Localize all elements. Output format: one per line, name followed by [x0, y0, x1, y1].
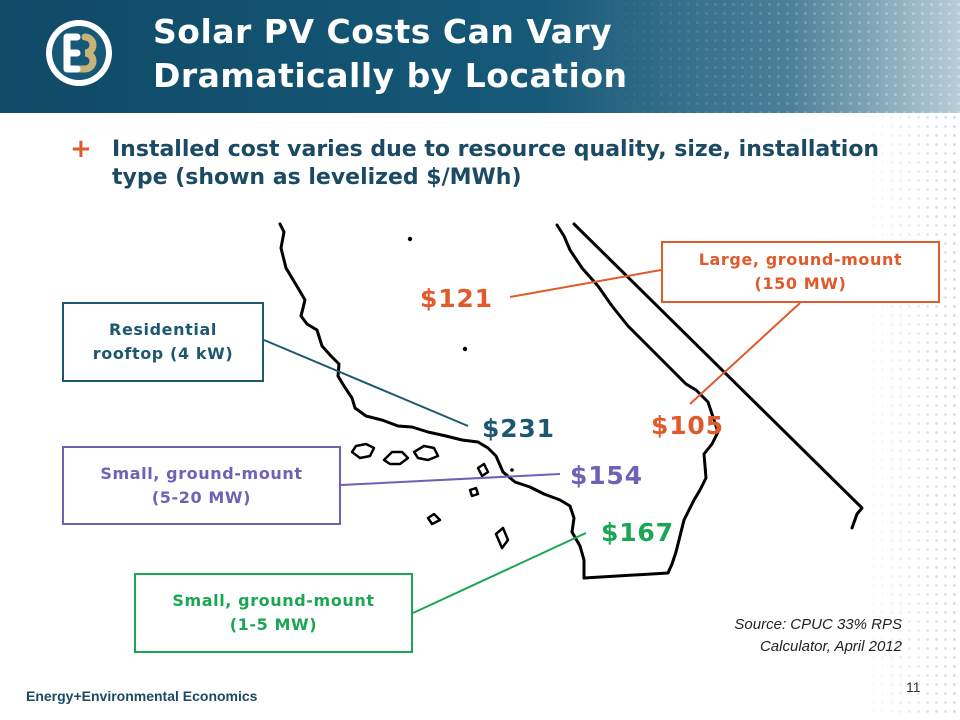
channel-islands [350, 442, 510, 550]
source-line-1: Source: CPUC 33% RPS [734, 616, 902, 633]
callout-small15-line-1: Small, ground-mount [172, 591, 375, 610]
leader-line-large-105 [689, 302, 801, 405]
plus-bullet-icon: + [70, 134, 92, 164]
callout-small520-line-2: (5-20 MW) [151, 487, 252, 507]
price-label-121: $121 [420, 284, 493, 313]
callout-small15-line-2: (1-5 MW) [229, 615, 318, 634]
callout-residential-rooftop: Residential rooftop (4 kW) [62, 302, 264, 382]
bullet-text: Installed cost varies due to resource qu… [112, 137, 880, 190]
side-dot-pattern [860, 113, 960, 713]
source-note: Source: CPUC 33% RPS Calculator, April 2… [640, 614, 902, 658]
title-line-1: Solar PV Costs Can Vary [153, 12, 613, 51]
callout-large-ground-mount: Large, ground-mount (150 MW) [661, 241, 940, 303]
callout-small520-line-1: Small, ground-mount [100, 463, 303, 483]
source-line-2: Calculator, April 2012 [759, 638, 902, 655]
banner-dot-pattern [0, 0, 960, 113]
callout-small-ground-mount-5-20: Small, ground-mount (5-20 MW) [62, 446, 341, 525]
title-banner [0, 0, 960, 113]
callout-small-ground-mount-1-5: Small, ground-mount (1-5 MW) [134, 573, 413, 653]
leader-line-small15 [412, 532, 587, 614]
leader-line-small520 [340, 473, 561, 486]
price-label-105: $105 [651, 411, 724, 440]
coastline [278, 222, 586, 580]
leader-line-residential [263, 339, 469, 427]
callout-residential-line-2: rooftop (4 kW) [92, 344, 234, 363]
page-number: 11 [906, 679, 921, 695]
small-islands [407, 236, 514, 472]
callout-residential-line-1: Residential [109, 320, 217, 339]
price-label-231: $231 [482, 414, 555, 443]
title-line-2: Dramatically by Location [153, 56, 628, 95]
footer-brand: Energy+Environmental Economics [26, 688, 258, 704]
callout-large-line-2: (150 MW) [754, 274, 847, 293]
callout-large-line-1: Large, ground-mount [698, 250, 903, 269]
leader-line-large-121 [509, 269, 662, 298]
price-label-154: $154 [570, 461, 643, 490]
eastern-border [555, 223, 720, 580]
state-border [572, 222, 864, 530]
price-label-167: $167 [601, 518, 674, 547]
page-title: Solar PV Costs Can Vary Dramatically by … [153, 10, 628, 98]
e3-logo-icon [46, 20, 112, 86]
